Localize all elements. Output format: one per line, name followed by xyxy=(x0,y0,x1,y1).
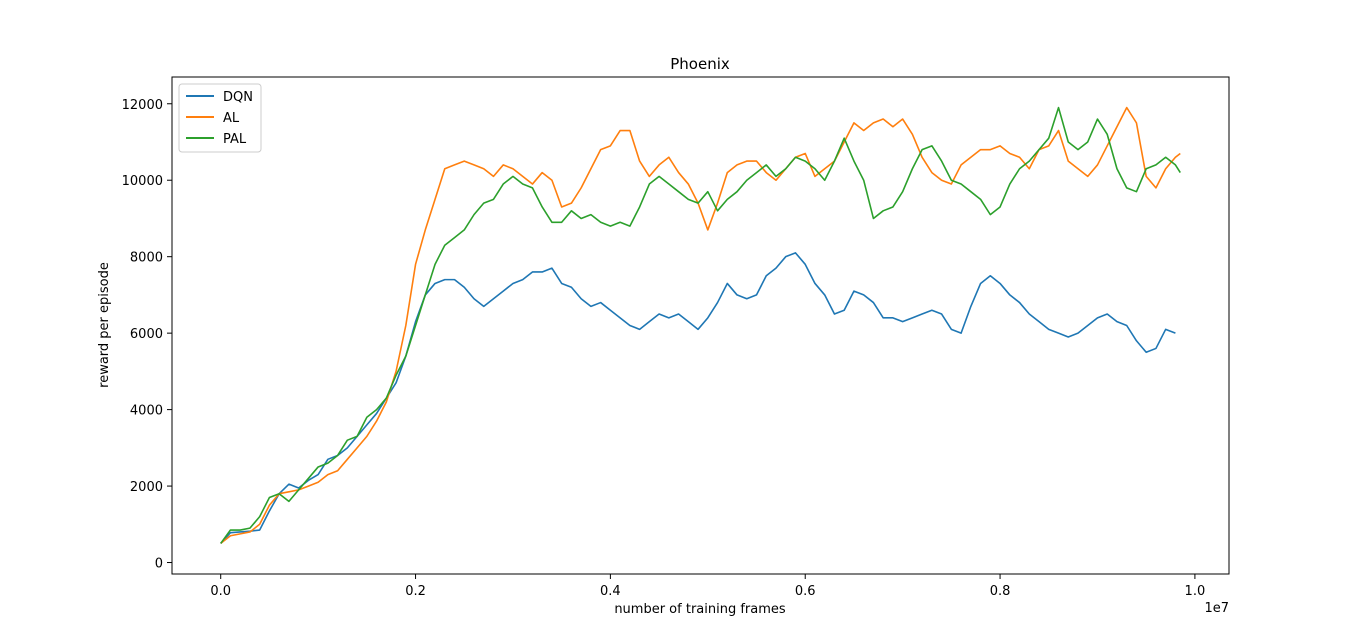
y-axis-ticks: 0 2000 4000 6000 8000 10000 12000 xyxy=(122,98,172,572)
y-tick-label: 2000 xyxy=(130,480,163,495)
x-axis-ticks: 0.0 0.2 0.4 0.6 0.8 1.0 xyxy=(210,574,1205,599)
x-axis-label: number of training frames xyxy=(614,602,786,617)
x-tick-label: 0.4 xyxy=(600,584,621,599)
x-tick-label: 0.0 xyxy=(210,584,231,599)
y-tick-label: 6000 xyxy=(130,327,163,342)
series-line-pal xyxy=(220,106,1181,544)
y-tick-label: 12000 xyxy=(122,98,163,113)
series-lines xyxy=(220,106,1181,545)
legend: DQN AL PAL xyxy=(178,83,262,153)
y-tick-label: 10000 xyxy=(122,174,163,189)
legend-label-dqn: DQN xyxy=(223,90,253,105)
axes xyxy=(171,76,1230,575)
x-axis-offset-text: 1e7 xyxy=(1204,601,1229,616)
legend-label-pal: PAL xyxy=(223,132,247,147)
legend-label-al: AL xyxy=(223,111,240,126)
series-line-dqn xyxy=(220,252,1176,544)
axes-frame xyxy=(171,76,1230,575)
y-tick-label: 8000 xyxy=(130,251,163,266)
y-axis-label: reward per episode xyxy=(97,262,112,388)
x-tick-label: 0.8 xyxy=(990,584,1011,599)
y-tick-label: 4000 xyxy=(130,404,163,419)
x-tick-label: 0.2 xyxy=(405,584,426,599)
y-tick-label: 0 xyxy=(155,557,163,572)
legend-box xyxy=(178,83,262,153)
x-tick-label: 0.6 xyxy=(795,584,816,599)
x-tick-label: 1.0 xyxy=(1185,584,1206,599)
chart-title: Phoenix xyxy=(670,55,730,73)
series-line-al xyxy=(220,106,1181,545)
